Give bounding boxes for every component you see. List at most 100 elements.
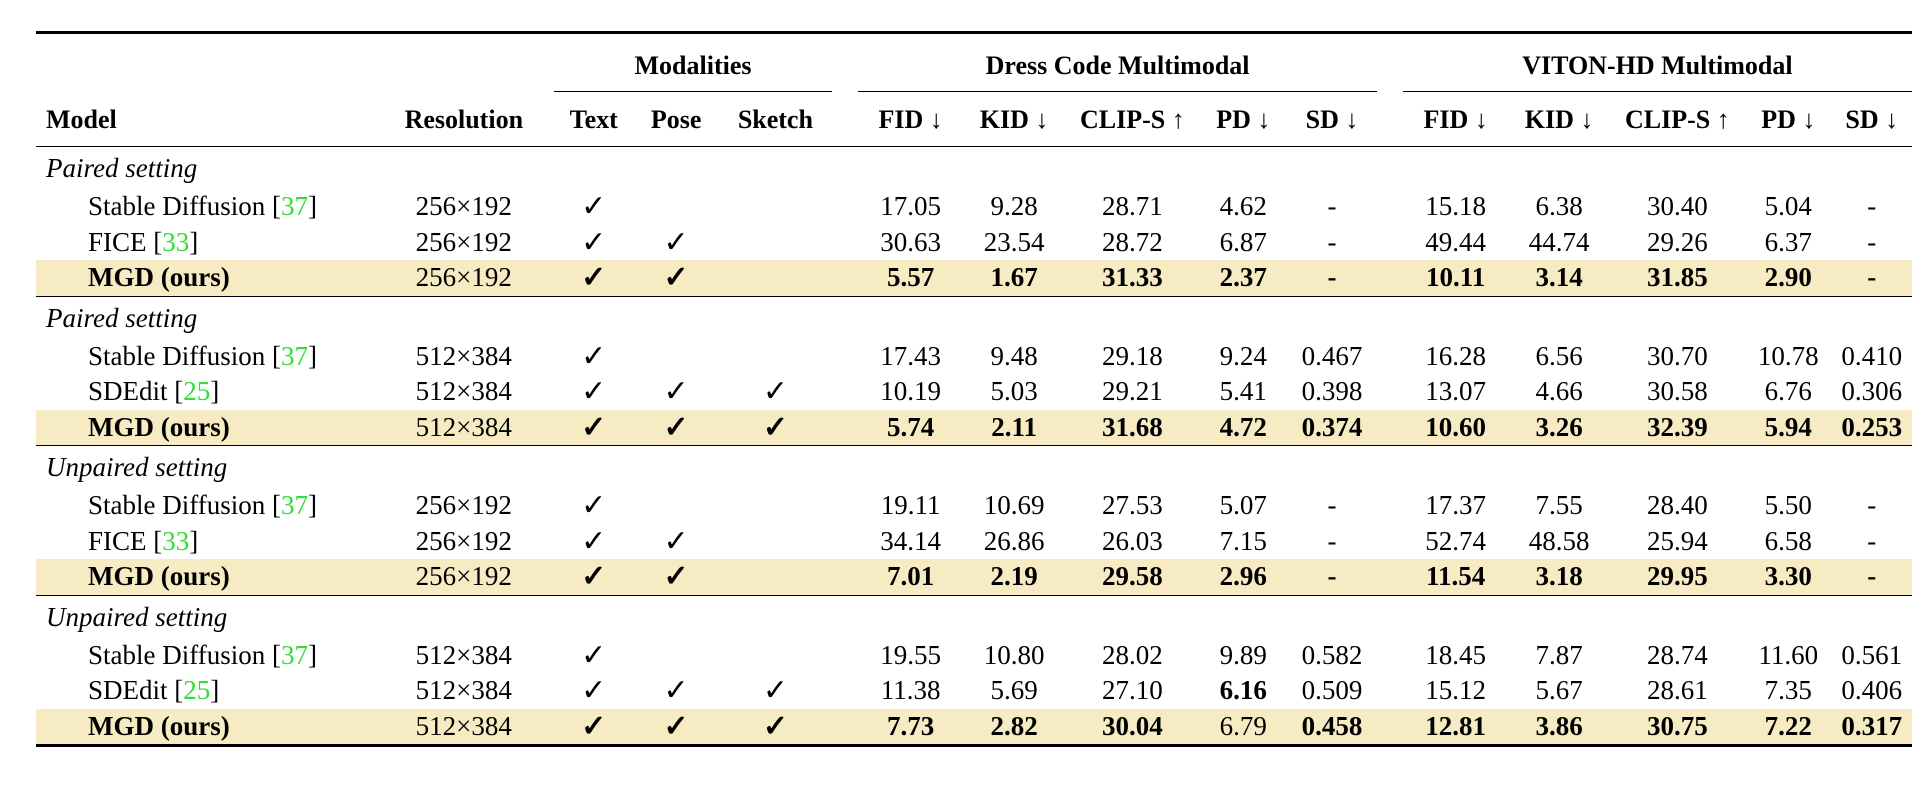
resolution-cell: 256×192 bbox=[415, 191, 512, 221]
column-header-row: Model Resolution Text Pose Sketch FID ↓ … bbox=[36, 94, 1912, 147]
col-header-sketch: Sketch bbox=[718, 94, 833, 147]
table-row-ours: MGD (ours) 512×384 ✓ ✓ ✓ 7.73 2.82 30.04 6.79 0.4… bbox=[36, 708, 1912, 746]
section-header-row: Paired setting bbox=[36, 295, 1912, 339]
dc-pd-cell: 2.37 bbox=[1199, 260, 1287, 296]
resolution-cell: 512×384 bbox=[415, 639, 512, 670]
resolution-cell: 256×192 bbox=[415, 525, 512, 556]
pose-modality-check: ✓ bbox=[663, 524, 689, 558]
resolution-cell: 512×384 bbox=[415, 340, 512, 371]
spacer bbox=[832, 708, 858, 746]
text-modality-check: ✓ bbox=[553, 559, 634, 595]
model-name: Stable Diffusion [37] bbox=[36, 638, 374, 674]
vh-clips-cell: 25.94 bbox=[1647, 525, 1708, 556]
spacer bbox=[832, 488, 857, 524]
vh-kid-cell: 6.38 bbox=[1535, 191, 1583, 221]
citation-link[interactable]: 25 bbox=[183, 376, 211, 406]
col-header-dc-fid: FID ↓ bbox=[857, 94, 964, 147]
dc-sd-cell: 0.582 bbox=[1301, 639, 1363, 670]
sketch-modality-check bbox=[718, 559, 833, 595]
spacer bbox=[832, 225, 857, 261]
dc-clips-cell: 26.03 bbox=[1102, 525, 1163, 556]
resolution-cell: 256×192 bbox=[374, 260, 554, 296]
model-name: MGD (ours) bbox=[36, 708, 375, 746]
dc-pd-cell: 6.79 bbox=[1199, 708, 1287, 746]
dc-kid-cell: 2.19 bbox=[963, 559, 1065, 595]
text-modality-check: ✓ bbox=[581, 489, 607, 522]
spacer bbox=[1377, 260, 1403, 296]
vh-fid-cell: 15.18 bbox=[1425, 191, 1486, 221]
vh-fid-cell: 16.28 bbox=[1425, 340, 1486, 371]
col-header-vh-pd: PD ↓ bbox=[1744, 94, 1832, 147]
table-row: Stable Diffusion [37] 512×384 ✓ 19.55 10.80 2… bbox=[36, 638, 1912, 674]
dc-fid-cell: 30.63 bbox=[880, 226, 941, 257]
vh-fid-cell: 17.37 bbox=[1425, 490, 1486, 520]
vh-kid-cell: 3.14 bbox=[1508, 260, 1610, 296]
vitonhd-group-header: VITON-HD Multimodal bbox=[1402, 38, 1912, 94]
dc-sd-cell: 0.458 bbox=[1286, 708, 1378, 746]
vh-pd-cell: 5.50 bbox=[1764, 490, 1812, 520]
table-row-ours: MGD (ours) 256×192 ✓ ✓ 7.01 2.19 29.58 2.96-11.… bbox=[36, 559, 1912, 595]
citation-link[interactable]: 33 bbox=[162, 525, 190, 556]
table-row-ours: MGD (ours) 512×384 ✓ ✓ ✓ 5.74 2.11 31.68 4.72 0.3… bbox=[36, 409, 1912, 446]
dc-fid-cell: 19.11 bbox=[880, 490, 941, 520]
resolution-cell: 512×384 bbox=[415, 376, 512, 406]
dc-sd-cell: - bbox=[1327, 490, 1337, 520]
citation-link[interactable]: 37 bbox=[280, 340, 308, 371]
pose-modality-check: ✓ bbox=[633, 409, 719, 446]
sketch-modality-check bbox=[718, 638, 832, 674]
dc-sd-cell: - bbox=[1327, 191, 1337, 221]
col-header-dc-pd: PD ↓ bbox=[1199, 94, 1287, 147]
citation-link[interactable]: 37 bbox=[280, 490, 308, 520]
vh-sd-cell: 0.253 bbox=[1831, 409, 1912, 446]
spacer bbox=[832, 189, 857, 225]
pose-modality-check bbox=[634, 189, 719, 225]
citation-link[interactable]: 25 bbox=[183, 675, 211, 705]
sketch-modality-check: ✓ bbox=[718, 708, 833, 746]
dc-fid-cell: 17.43 bbox=[880, 340, 941, 371]
dc-clips-cell: 27.10 bbox=[1102, 675, 1163, 705]
table-row: Stable Diffusion [37] 256×192 ✓ 19.11 10.69 2… bbox=[36, 488, 1912, 524]
sketch-modality-check bbox=[718, 524, 832, 560]
col-header-vh-fid: FID ↓ bbox=[1402, 94, 1509, 147]
dc-sd-cell: - bbox=[1286, 260, 1378, 296]
citation-link[interactable]: 37 bbox=[280, 191, 308, 221]
model-name: MGD (ours) bbox=[36, 559, 375, 595]
citation-bracket: ] bbox=[189, 226, 199, 257]
resolution-cell: 512×384 bbox=[415, 675, 512, 705]
sketch-modality-check bbox=[718, 339, 832, 375]
section-header-row: Unpaired setting bbox=[36, 445, 1912, 488]
model-name: FICE [33] bbox=[36, 225, 374, 261]
spacer bbox=[1377, 488, 1402, 524]
dc-fid-cell: 11.38 bbox=[880, 675, 941, 705]
col-header-resolution: Resolution bbox=[374, 94, 554, 147]
vh-clips-cell: 30.58 bbox=[1647, 376, 1708, 406]
citation-link[interactable]: 37 bbox=[280, 639, 308, 670]
vh-clips-cell: 28.74 bbox=[1647, 639, 1708, 670]
model-name-text: SDEdit [ bbox=[88, 675, 184, 705]
col-header-vh-clips: CLIP-S ↑ bbox=[1609, 94, 1745, 147]
dc-kid-cell: 23.54 bbox=[983, 226, 1045, 257]
col-header-dc-kid: KID ↓ bbox=[963, 94, 1065, 147]
dc-sd-cell: 0.509 bbox=[1301, 675, 1363, 705]
model-name-text: Stable Diffusion [ bbox=[88, 191, 281, 221]
col-header-pose: Pose bbox=[633, 94, 719, 147]
vh-sd-cell: 0.306 bbox=[1841, 376, 1903, 406]
col-header-text: Text bbox=[553, 94, 634, 147]
vh-pd-cell: 6.76 bbox=[1764, 376, 1812, 406]
model-name-text: Stable Diffusion [ bbox=[88, 340, 281, 371]
dc-kid-cell: 26.86 bbox=[983, 525, 1045, 556]
vh-fid-cell: 12.81 bbox=[1402, 708, 1509, 746]
table-row: Stable Diffusion [37] 256×192 ✓ 17.05 9.28 28… bbox=[36, 189, 1912, 225]
dc-pd-cell: 5.41 bbox=[1219, 376, 1267, 406]
citation-link[interactable]: 33 bbox=[162, 226, 190, 257]
vh-pd-cell: 7.35 bbox=[1764, 675, 1812, 705]
sketch-modality-check bbox=[718, 260, 833, 296]
dc-clips-cell: 30.04 bbox=[1064, 708, 1200, 746]
pose-modality-check: ✓ bbox=[633, 708, 719, 746]
dc-clips-cell: 29.18 bbox=[1102, 340, 1163, 371]
vh-pd-cell: 2.90 bbox=[1744, 260, 1832, 296]
citation-bracket: ] bbox=[210, 675, 220, 705]
table-row: SDEdit [25] 512×384 ✓ ✓ ✓ 11.38 5.69 27.10 6.16 0… bbox=[36, 673, 1912, 709]
vh-clips-cell: 28.61 bbox=[1647, 675, 1708, 705]
resolution-cell: 256×192 bbox=[415, 490, 512, 520]
